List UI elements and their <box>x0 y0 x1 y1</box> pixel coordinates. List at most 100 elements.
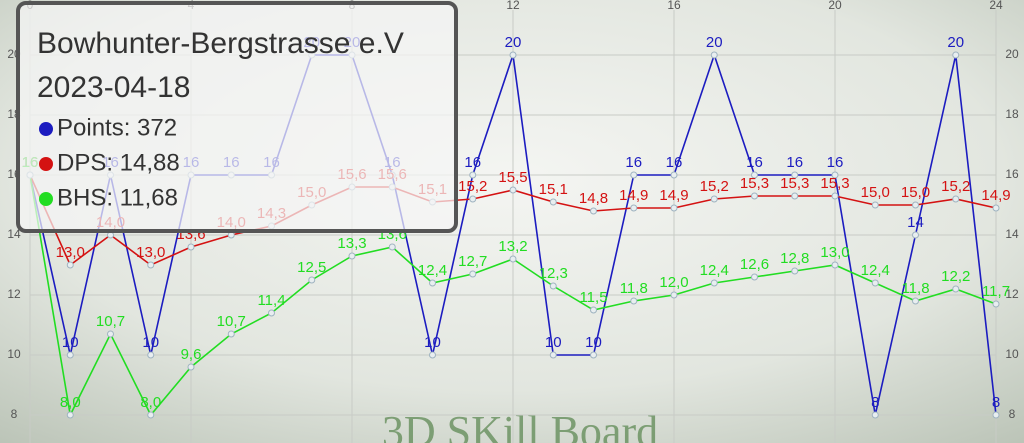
point <box>912 201 919 209</box>
point <box>268 309 275 317</box>
point <box>952 195 960 203</box>
point <box>992 411 1000 419</box>
data-label: 12,4 <box>700 262 729 279</box>
point <box>751 192 758 200</box>
y-tick-label-right: 20 <box>1005 47 1019 61</box>
point <box>469 270 477 278</box>
data-label: 15,3 <box>780 175 809 192</box>
x-tick-label: 20 <box>828 0 842 12</box>
point <box>670 171 678 179</box>
y-tick-label: 12 <box>7 287 21 301</box>
data-label: 16 <box>666 154 683 171</box>
legend-marker <box>39 122 53 136</box>
data-label: 15,2 <box>941 178 970 195</box>
point <box>509 186 517 194</box>
data-label: 15,5 <box>498 169 527 186</box>
legend-marker <box>39 192 53 206</box>
data-label: 15,0 <box>901 184 930 201</box>
y-tick-label: 14 <box>7 227 21 241</box>
data-label: 20 <box>505 34 522 51</box>
data-label: 12,4 <box>861 262 890 279</box>
data-label: 10 <box>545 334 562 351</box>
data-label: 20 <box>706 34 723 51</box>
y-tick-label-right: 8 <box>1009 407 1016 421</box>
data-label: 13,0 <box>56 244 85 261</box>
data-label: 16 <box>827 154 844 171</box>
watermark: 3D SKill Board <box>382 407 658 443</box>
y-tick-label-right: 14 <box>1005 227 1019 241</box>
point <box>710 51 718 59</box>
data-label: 14,8 <box>579 190 608 207</box>
data-label: 12,4 <box>418 262 447 279</box>
y-tick-label-right: 10 <box>1005 347 1019 361</box>
point <box>871 279 879 287</box>
point <box>871 411 879 419</box>
info-box: Bowhunter-Bergstrasse e.V 2023-04-18 Poi… <box>16 1 458 233</box>
point <box>630 297 638 305</box>
point <box>992 204 1000 212</box>
point <box>469 195 477 203</box>
data-label: 8 <box>871 394 879 411</box>
point <box>187 363 195 371</box>
point <box>66 411 74 419</box>
data-label: 12,8 <box>780 250 809 267</box>
point <box>630 204 638 212</box>
point <box>147 411 155 419</box>
point <box>831 192 839 200</box>
data-label: 10 <box>585 334 602 351</box>
point <box>952 51 960 59</box>
point <box>670 204 678 212</box>
point <box>912 297 919 305</box>
data-label: 12,7 <box>458 253 487 270</box>
data-label: 15,2 <box>458 178 487 195</box>
point <box>791 192 799 200</box>
x-tick-label: 12 <box>506 0 520 12</box>
data-label: 12,2 <box>941 268 970 285</box>
y-tick-label-right: 16 <box>1005 167 1019 181</box>
data-label: 12,5 <box>297 259 326 276</box>
point <box>590 207 597 215</box>
point <box>147 261 155 269</box>
point <box>107 330 114 338</box>
point <box>388 243 396 251</box>
legend-marker <box>39 157 53 171</box>
point <box>147 351 155 359</box>
y-tick-label-right: 12 <box>1005 287 1019 301</box>
data-label: 8,0 <box>60 394 81 411</box>
legend-label: BHS: 11,68 <box>57 184 178 211</box>
data-label: 13,2 <box>498 238 527 255</box>
point <box>308 276 316 284</box>
point <box>549 282 557 290</box>
data-label: 15,0 <box>861 184 890 201</box>
data-label: 8 <box>992 394 1000 411</box>
data-label: 11,5 <box>579 289 607 306</box>
data-label: 10 <box>142 334 159 351</box>
point <box>952 285 960 293</box>
data-label: 13,0 <box>136 244 165 261</box>
point <box>590 306 597 314</box>
data-label: 14,9 <box>619 187 648 204</box>
point <box>66 261 74 269</box>
data-label: 9,6 <box>181 346 202 363</box>
point <box>509 51 517 59</box>
point <box>791 171 799 179</box>
point <box>670 291 678 299</box>
data-label: 11,8 <box>901 280 929 297</box>
point <box>831 261 839 269</box>
chart-subtitle: 2023-04-18 <box>37 71 190 104</box>
data-label: 13,0 <box>820 244 849 261</box>
data-label: 13,3 <box>337 235 366 252</box>
point <box>509 255 517 263</box>
data-label: 16 <box>625 154 642 171</box>
point <box>831 171 839 179</box>
point <box>549 351 557 359</box>
point <box>751 273 758 281</box>
data-label: 14,9 <box>981 187 1010 204</box>
data-label: 12,6 <box>740 256 769 273</box>
data-label: 14,9 <box>659 187 688 204</box>
data-label: 15,3 <box>740 175 769 192</box>
point <box>751 171 758 179</box>
data-label: 8,0 <box>140 394 161 411</box>
data-label: 11,4 <box>257 292 285 309</box>
